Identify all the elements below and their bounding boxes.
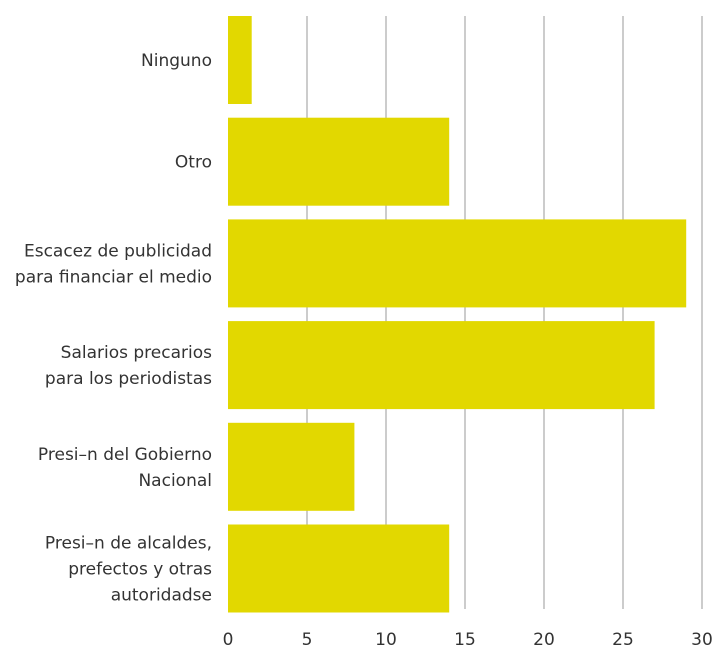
category-labels: Ninguno Otro Escacez de publicidad para fin… <box>15 51 212 606</box>
x-tick-label: 30 <box>691 630 713 650</box>
x-tick-label: 25 <box>612 630 634 650</box>
bar <box>228 524 450 613</box>
bar <box>228 321 655 410</box>
grid-lines <box>306 16 703 609</box>
x-tick-label: 5 <box>302 630 313 650</box>
category-label: para los periodistas <box>45 369 212 389</box>
bar <box>228 422 355 511</box>
bar <box>228 16 252 104</box>
category-label: prefectos y otras <box>68 560 212 580</box>
category-label: Salarios precarios <box>61 343 212 363</box>
bar <box>228 117 450 206</box>
x-tick-label: 15 <box>454 630 476 650</box>
category-label: Escacez de publicidad <box>24 241 212 261</box>
category-label: Otro <box>175 153 212 173</box>
category-label: Ninguno <box>141 51 212 71</box>
bar <box>228 219 687 308</box>
category-label: Presi–n de alcaldes, <box>45 534 212 554</box>
x-tick-label: 20 <box>533 630 555 650</box>
category-label: Presi–n del Gobierno <box>38 445 212 465</box>
x-axis-tick-labels: 0 5 10 15 20 25 30 <box>223 630 713 650</box>
x-tick-label: 10 <box>375 630 397 650</box>
category-label: para financiar el medio <box>15 267 212 287</box>
x-tick-label: 0 <box>223 630 234 650</box>
bars <box>228 16 687 613</box>
category-label: autoridadse <box>111 586 212 606</box>
category-label: Nacional <box>138 471 212 491</box>
